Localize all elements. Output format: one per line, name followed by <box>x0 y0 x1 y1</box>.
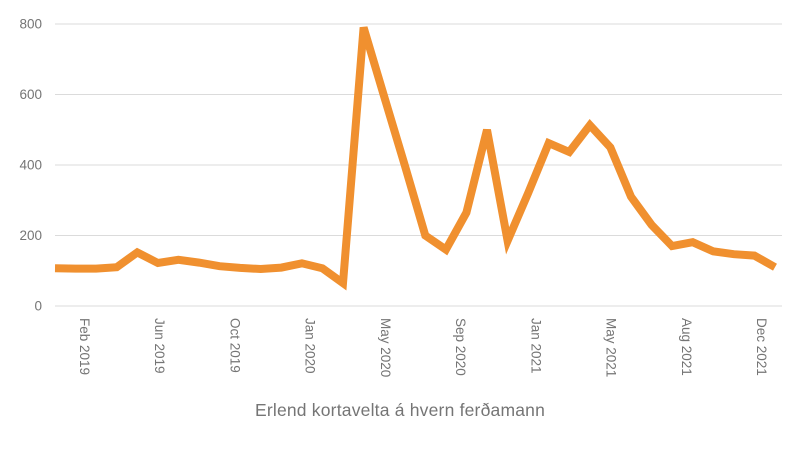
x-tick-label: Feb 2019 <box>77 318 92 375</box>
x-tick-label: May 2020 <box>378 318 393 377</box>
y-tick-label: 600 <box>19 87 42 102</box>
chart-title: Erlend kortavelta á hvern ferðamann <box>254 400 546 420</box>
y-tick-label: 0 <box>34 299 42 314</box>
y-axis-labels: 0 200 400 600 800 <box>19 17 42 314</box>
x-tick-label: Sep 2020 <box>453 318 468 376</box>
x-tick-label: Dec 2021 <box>754 318 769 376</box>
x-tick-label: Aug 2021 <box>679 318 694 376</box>
x-tick-label: Jan 2020 <box>303 318 318 374</box>
series-line <box>54 26 777 291</box>
y-tick-label: 200 <box>19 228 42 243</box>
x-tick-label: Oct 2019 <box>227 318 242 373</box>
y-tick-label: 800 <box>19 17 42 32</box>
y-tick-label: 400 <box>19 158 42 173</box>
x-axis-labels: Feb 2019 Jun 2019 Oct 2019 Jan 2020 May 2020… <box>77 318 769 377</box>
x-tick-label: May 2021 <box>604 318 619 377</box>
x-tick-label: Jan 2021 <box>528 318 543 374</box>
x-tick-label: Jun 2019 <box>152 318 167 374</box>
